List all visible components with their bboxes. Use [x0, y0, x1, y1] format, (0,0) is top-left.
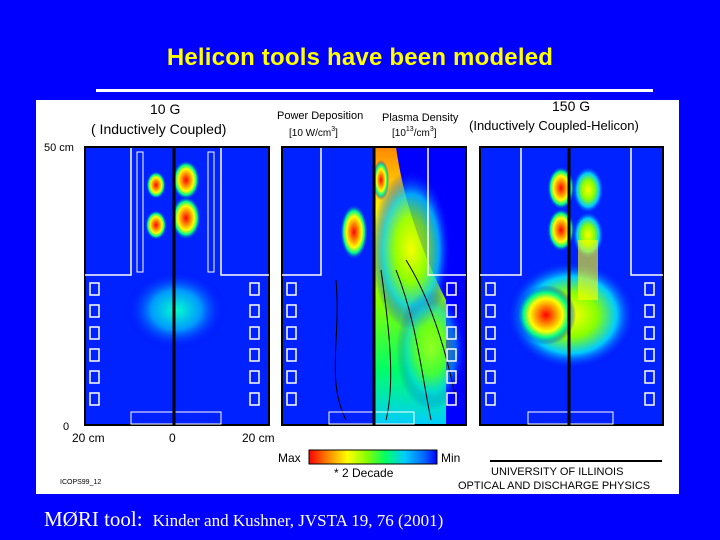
scale-note-label: * 2 Decade — [334, 466, 394, 480]
coil-marker — [446, 392, 457, 406]
simulation-plots-svg: 10 G ( Inductively Coupled) Power Deposi… — [44, 100, 664, 492]
coil-marker — [446, 304, 457, 318]
title-underline — [96, 89, 653, 92]
x-axis-left-label: 20 cm — [72, 431, 105, 445]
y-axis-top-label: 50 cm — [44, 142, 74, 154]
color-scale-bar — [308, 449, 438, 465]
coil-marker — [286, 348, 297, 362]
coil-marker — [286, 282, 297, 296]
coil-marker — [446, 282, 457, 296]
scale-min-label: Min — [441, 451, 460, 465]
power-unit-close: ] — [335, 128, 338, 139]
coil-marker — [485, 370, 496, 384]
institution-line-1: UNIVERSITY OF ILLINOIS — [491, 466, 623, 478]
coil-marker — [644, 304, 655, 318]
coil-marker — [286, 326, 297, 340]
left-panel — [84, 146, 270, 426]
coil-marker — [89, 348, 100, 362]
coil-marker — [446, 370, 457, 384]
density-unit-close: ] — [434, 128, 437, 139]
coil-marker — [249, 304, 260, 318]
coil-marker — [286, 392, 297, 406]
figure-code-label: ICOPS99_12 — [60, 479, 101, 486]
left-field-label: 10 G — [150, 101, 180, 117]
slide-title: Helicon tools have been modeled — [166, 44, 554, 71]
citation: MØRI tool: Kinder and Kushner, JVSTA 19,… — [44, 507, 443, 532]
coil-marker — [644, 392, 655, 406]
right-field-label: 150 G — [552, 100, 590, 114]
coil-marker — [89, 392, 100, 406]
coil-marker — [644, 326, 655, 340]
coil-marker — [249, 370, 260, 384]
coil-marker — [485, 326, 496, 340]
coil-marker — [446, 326, 457, 340]
coil-markers — [89, 282, 655, 406]
right-mode-label: (Inductively Coupled-Helicon) — [469, 118, 639, 133]
x-axis-center-label: 0 — [169, 431, 176, 445]
scale-max-label: Max — [278, 451, 301, 465]
coil-marker — [249, 282, 260, 296]
y-axis-bottom-label: 0 — [63, 421, 69, 433]
coil-marker — [89, 326, 100, 340]
left-mode-label: ( Inductively Coupled) — [91, 121, 226, 137]
plasma-density-label: Plasma Density — [382, 112, 459, 124]
power-unit-label: [10 W/cm — [289, 128, 331, 139]
right-panel — [479, 146, 664, 426]
power-unit-exponent: 3 — [331, 126, 335, 133]
coil-marker — [644, 282, 655, 296]
coil-marker — [89, 282, 100, 296]
citation-reference: Kinder and Kushner, JVSTA 19, 76 (2001) — [152, 511, 444, 530]
coil-marker — [644, 370, 655, 384]
density-unit-label: [10 — [392, 128, 406, 139]
citation-tool: MØRI tool: — [44, 507, 143, 531]
coil-marker — [286, 304, 297, 318]
coil-marker — [485, 304, 496, 318]
middle-panel — [281, 146, 467, 426]
coil-marker — [485, 282, 496, 296]
coil-marker — [249, 326, 260, 340]
svg-text:[1013/cm3]: [1013/cm3] — [392, 126, 437, 139]
power-deposition-label: Power Deposition — [277, 110, 363, 122]
x-axis-right-label: 20 cm — [242, 431, 275, 445]
svg-text:[10 W/cm3]: [10 W/cm3] — [289, 126, 338, 139]
coil-marker — [286, 370, 297, 384]
coil-marker — [249, 392, 260, 406]
coil-marker — [485, 392, 496, 406]
coil-marker — [249, 348, 260, 362]
coil-marker — [485, 348, 496, 362]
density-unit-exponent: 13 — [406, 126, 414, 133]
coil-marker — [89, 304, 100, 318]
density-unit-exponent-2: 3 — [430, 126, 434, 133]
density-unit-label-2: /cm — [414, 128, 430, 139]
simulation-figure: 10 G ( Inductively Coupled) Power Deposi… — [36, 100, 679, 494]
institution-line-2: OPTICAL AND DISCHARGE PHYSICS — [458, 480, 650, 492]
coil-marker — [644, 348, 655, 362]
coil-marker — [89, 370, 100, 384]
coil-marker — [446, 348, 457, 362]
